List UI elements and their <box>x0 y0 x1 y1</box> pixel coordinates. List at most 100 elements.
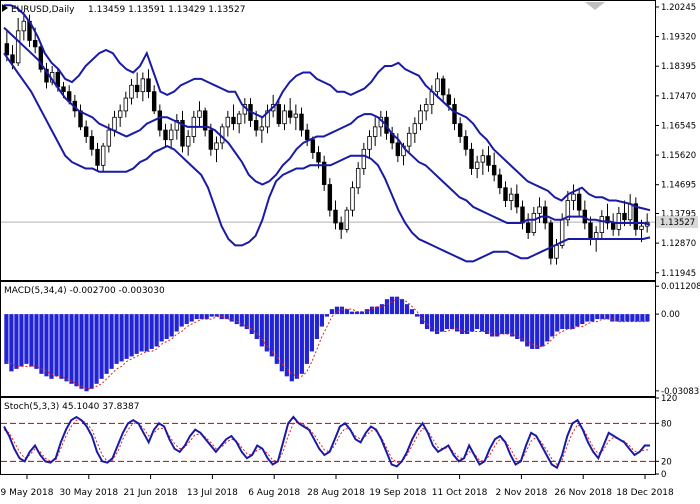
candle <box>503 181 508 207</box>
candle <box>423 98 429 121</box>
macd-histogram-bar <box>439 314 445 332</box>
macd-histogram-bar <box>14 314 19 369</box>
macd-signal-line <box>6 298 648 390</box>
macd-axis-tick-label: -0.030833 <box>661 387 700 397</box>
macd-histogram-bar <box>389 296 395 315</box>
macd-histogram-bar <box>334 306 340 315</box>
macd-histogram-bar <box>635 314 640 322</box>
candle <box>418 104 423 131</box>
macd-histogram-bar <box>244 314 249 330</box>
time-axis-tick-label: 9 May 2018 <box>1 488 54 498</box>
macd-histogram-bar <box>264 314 269 352</box>
macd-histogram-bar <box>530 314 535 349</box>
macd-histogram-bar <box>104 314 109 374</box>
axes: 1.20245 1.19320 1.18395 1.17470 1.16545 1.156… <box>1 3 700 498</box>
macd-histogram-bar <box>39 314 44 374</box>
macd-histogram-bar <box>580 314 585 325</box>
macd-histogram-bar <box>429 314 435 332</box>
candle <box>304 123 310 147</box>
candle <box>622 200 627 227</box>
candle <box>117 104 123 127</box>
candle <box>548 219 554 265</box>
macd-histogram-bar <box>570 314 575 330</box>
candle <box>508 187 514 211</box>
macd-histogram-bar <box>254 314 259 339</box>
macd-histogram-bar <box>490 314 495 337</box>
macd-histogram-bar <box>485 314 490 335</box>
symbol-header: EURUSD,Daily 1.13459 1.13591 1.13429 1.1… <box>2 4 245 15</box>
macd-histogram-bar <box>550 314 555 337</box>
macd-histogram-bar <box>595 314 600 320</box>
last-price-value: 1.13527 <box>660 218 695 228</box>
candle <box>83 120 89 143</box>
candle <box>463 130 469 156</box>
stochastic-title: Stoch(5,3,3) 45.1040 37.8387 <box>4 402 139 412</box>
macd-histogram-bar <box>69 314 74 384</box>
candle <box>525 213 531 239</box>
stochastic-signal-line <box>3 419 650 466</box>
candle <box>265 104 270 134</box>
macd-histogram-bar <box>354 311 360 315</box>
macd-histogram-bar <box>645 314 650 322</box>
stochastic-axis-tick-label: 20 <box>661 457 672 467</box>
candle <box>38 43 44 73</box>
macd-histogram-bar <box>449 314 455 330</box>
macd-histogram-bar <box>59 314 64 379</box>
candle <box>327 178 333 217</box>
candle <box>514 184 520 214</box>
candle <box>616 206 622 236</box>
macd-histogram-bar <box>139 314 144 352</box>
candle <box>140 72 146 102</box>
last-price-tag: 1.13527 <box>656 216 698 229</box>
macd-histogram-bar <box>555 314 560 332</box>
candle <box>333 200 338 230</box>
macd-histogram-bar <box>294 314 299 379</box>
macd-histogram-bar <box>369 306 375 315</box>
macd-histogram-bar <box>109 314 114 369</box>
macd-histogram-bar <box>119 314 124 362</box>
candle <box>350 181 355 217</box>
macd-histogram-bar <box>199 314 204 320</box>
time-axis-tick-label: 30 May 2018 <box>59 488 118 498</box>
candle <box>146 69 151 99</box>
macd-histogram-bar <box>194 314 199 320</box>
macd-histogram-bar <box>414 314 420 317</box>
price-axis-tick-label: 1.19320 <box>661 33 696 43</box>
macd-histogram-bar <box>174 314 179 332</box>
candle <box>440 75 446 102</box>
macd-histogram-bar <box>510 314 515 337</box>
macd-histogram-bar <box>475 314 480 330</box>
macd-histogram-bar <box>625 314 630 322</box>
candle <box>435 72 440 99</box>
macd-histogram-bar <box>600 314 605 320</box>
macd-histogram-bar <box>545 314 550 342</box>
macd-histogram-bar <box>284 314 289 377</box>
macd-histogram-bar <box>309 314 314 352</box>
macd-histogram-bar <box>34 314 39 369</box>
macd-histogram-bar <box>399 299 405 315</box>
macd-histogram-bar <box>274 314 279 364</box>
price-axis-tick-label: 1.17470 <box>661 92 696 102</box>
macd-title: MACD(5,34,4) -0.002700 -0.003030 <box>4 286 165 296</box>
candle <box>236 110 242 134</box>
time-axis-tick-label: 21 Jun 2018 <box>124 488 178 498</box>
macd-histogram-bar <box>404 304 410 315</box>
candle <box>372 117 378 147</box>
candle <box>282 104 287 131</box>
candle <box>95 142 100 172</box>
macd-histogram-bar <box>319 314 324 327</box>
scroll-marker-icon[interactable] <box>585 2 605 10</box>
macd-histogram-bar <box>500 314 505 335</box>
candle <box>497 168 503 195</box>
candle <box>134 72 140 99</box>
price-panel <box>0 0 656 281</box>
macd-axis-tick-label: 0.011208 <box>661 282 700 292</box>
macd-histogram-bar <box>129 314 134 357</box>
candle <box>89 130 95 156</box>
macd-histogram-bar <box>229 314 234 322</box>
macd-histogram-bar <box>460 314 465 335</box>
bollinger-lower-band <box>3 52 651 263</box>
macd-histogram-bar <box>89 314 94 389</box>
macd-histogram-bar <box>249 314 254 335</box>
time-axis-tick-label: 19 Sep 2018 <box>369 488 426 498</box>
